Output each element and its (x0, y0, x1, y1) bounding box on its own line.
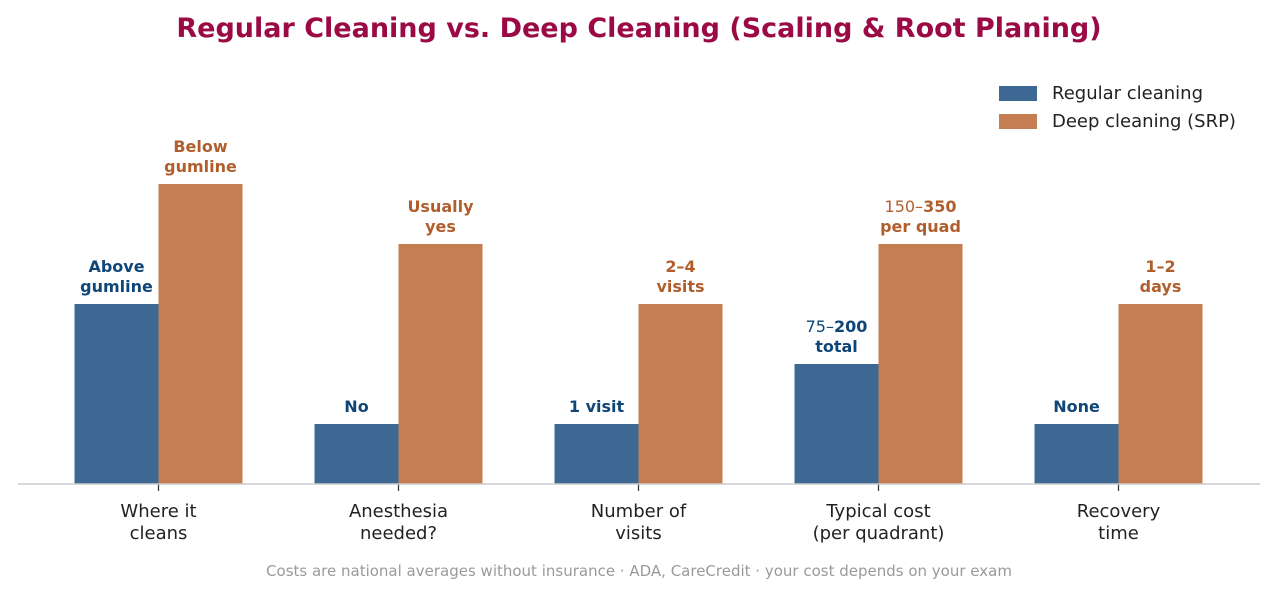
x-tick-label-4: Recovery time (1077, 501, 1161, 544)
legend-swatch-regular (999, 85, 1037, 101)
data-label-deep-1: Usually yes (407, 197, 474, 236)
data-label-regular-2: 1 visit (569, 397, 625, 416)
bar-regular-4[interactable] (1034, 424, 1119, 484)
x-tick-label-1: Anesthesia needed? (349, 501, 448, 544)
bar-deep-3[interactable] (878, 244, 963, 484)
bar-regular-1[interactable] (314, 424, 399, 484)
bar-deep-0[interactable] (158, 184, 243, 484)
data-label-regular-1: No (344, 397, 368, 416)
bar-regular-0[interactable] (74, 304, 159, 484)
legend-item-deep[interactable]: Deep cleaning (SRP) (999, 107, 1236, 135)
chart-title: Regular Cleaning vs. Deep Cleaning (Scal… (176, 13, 1102, 44)
bar-deep-1[interactable] (398, 244, 483, 484)
bar-deep-2[interactable] (638, 304, 723, 484)
legend-swatch-deep (999, 113, 1037, 129)
data-label-deep-3: 150–350 per quad (880, 197, 961, 236)
x-tick-label-3: Typical cost (per quadrant) (813, 501, 945, 544)
legend: Regular cleaning Deep cleaning (SRP) (999, 79, 1236, 135)
data-label-regular-0: Above gumline (80, 257, 153, 296)
x-tick-label-0: Where it cleans (120, 501, 196, 544)
source-note: Costs are national averages without insu… (266, 562, 1012, 580)
legend-label-regular: Regular cleaning (1052, 82, 1204, 104)
x-tick-label-2: Number of visits (591, 501, 687, 544)
data-label-regular-3: 75–200 total (806, 317, 868, 356)
data-label-deep-0: Below gumline (164, 137, 237, 176)
legend-item-regular[interactable]: Regular cleaning (999, 79, 1236, 107)
bar-deep-4[interactable] (1118, 304, 1203, 484)
data-label-deep-2: 2–4 visits (656, 257, 704, 296)
legend-label-deep: Deep cleaning (SRP) (1052, 110, 1236, 132)
data-label-deep-4: 1–2 days (1140, 257, 1182, 296)
bar-regular-3[interactable] (794, 364, 879, 484)
bar-regular-2[interactable] (554, 424, 639, 484)
data-label-regular-4: None (1053, 397, 1100, 416)
